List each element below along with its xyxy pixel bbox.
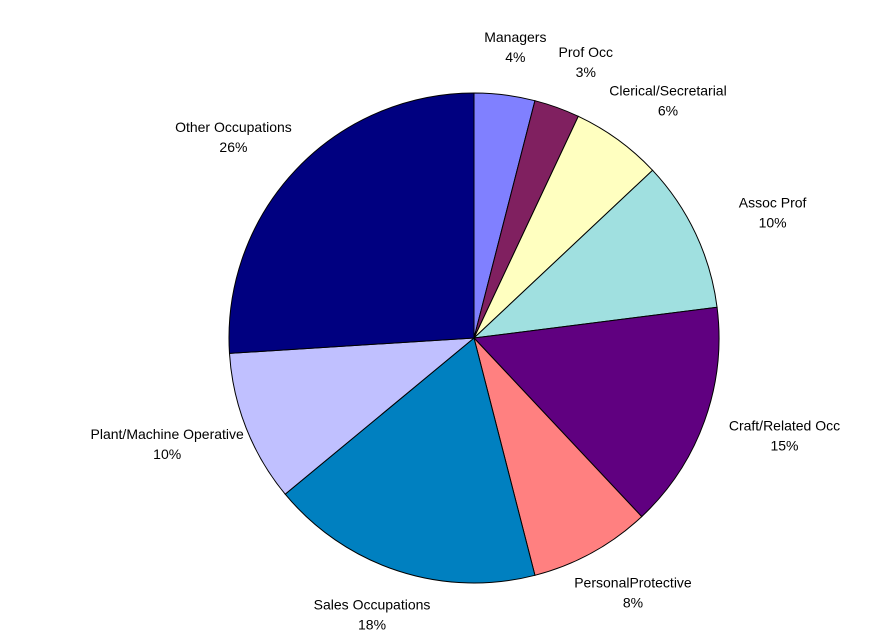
pie-slice bbox=[228, 337, 476, 495]
slice-value-label: 3% bbox=[576, 64, 596, 80]
slice-label: Craft/Related Occ bbox=[729, 418, 840, 434]
pie-slice bbox=[284, 337, 536, 584]
slice-value-label: 10% bbox=[759, 214, 787, 230]
slice-label: Assoc Prof bbox=[739, 194, 807, 210]
slice-label: Prof Occ bbox=[559, 44, 613, 60]
pie-slice bbox=[473, 337, 643, 576]
slice-value-label: 4% bbox=[505, 49, 525, 65]
slice-value-label: 18% bbox=[358, 616, 386, 632]
slice-value-label: 15% bbox=[770, 438, 798, 454]
slice-value-label: 8% bbox=[623, 595, 643, 611]
pie-slice bbox=[472, 169, 718, 339]
pie-slice bbox=[228, 92, 475, 354]
slice-value-label: 10% bbox=[153, 446, 181, 462]
slice-label: Managers bbox=[484, 29, 546, 45]
pie-slice bbox=[472, 306, 720, 518]
slice-value-label: 26% bbox=[219, 139, 247, 155]
slice-value-label: 6% bbox=[658, 102, 678, 118]
slice-label: Sales Occupations bbox=[314, 596, 431, 612]
slice-label: PersonalProtective bbox=[574, 575, 692, 591]
slice-label: Plant/Machine Operative bbox=[91, 426, 245, 442]
slice-label: Clerical/Secretarial bbox=[609, 82, 726, 98]
slice-label: Other Occupations bbox=[175, 119, 292, 135]
